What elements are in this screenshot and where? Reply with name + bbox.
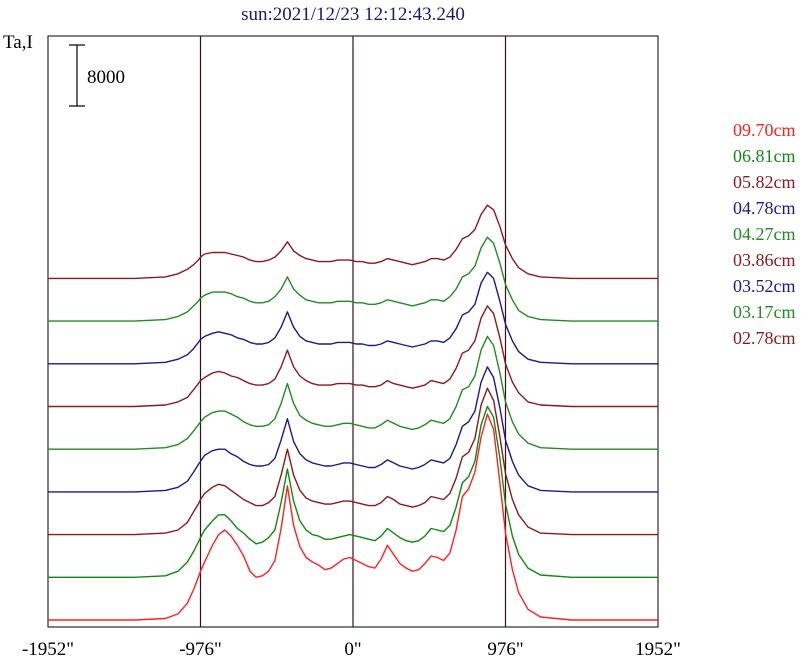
series-line-09.70cm: [48, 413, 658, 621]
legend-item-7: 03.17cm: [733, 302, 796, 322]
series-line-03.86cm: [48, 305, 658, 408]
legend-item-0: 09.70cm: [733, 120, 796, 140]
series-group: [48, 204, 658, 621]
legend-item-5: 03.86cm: [733, 250, 796, 270]
x-tick-label-1: -976": [179, 639, 222, 660]
series-line-03.52cm: [48, 271, 658, 365]
legend-item-8: 02.78cm: [733, 328, 796, 348]
series-line-03.17cm: [48, 236, 658, 322]
series-line-05.82cm: [48, 387, 658, 536]
x-tick-label-2: 0": [344, 639, 361, 660]
legend-item-2: 05.82cm: [733, 172, 796, 192]
legend-item-1: 06.81cm: [733, 146, 796, 166]
series-line-02.78cm: [48, 204, 658, 280]
x-tick-label-0: -1952": [22, 639, 74, 660]
legend-item-4: 04.27cm: [733, 224, 796, 244]
series-line-06.81cm: [48, 405, 658, 578]
chart-title: sun:2021/12/23 12:12:43.240: [241, 4, 465, 25]
series-line-04.27cm: [48, 335, 658, 450]
legend-item-3: 04.78cm: [733, 198, 796, 218]
x-tick-label-4: 1952": [635, 639, 681, 660]
intensity-scale-bar: 8000: [69, 44, 125, 107]
legend: 09.70cm 06.81cm 05.82cm 04.78cm 04.27cm 03.86…: [733, 120, 796, 348]
vertical-reference-lines: [199, 36, 507, 627]
x-tick-label-3: 976": [487, 639, 523, 660]
x-tick-labels: -1952" -976" 0" 976" 1952": [22, 639, 681, 660]
legend-item-6: 03.52cm: [733, 276, 796, 296]
series-line-04.78cm: [48, 366, 658, 493]
y-axis-label: Ta,I: [3, 32, 33, 53]
scale-bar-label: 8000: [87, 67, 125, 88]
